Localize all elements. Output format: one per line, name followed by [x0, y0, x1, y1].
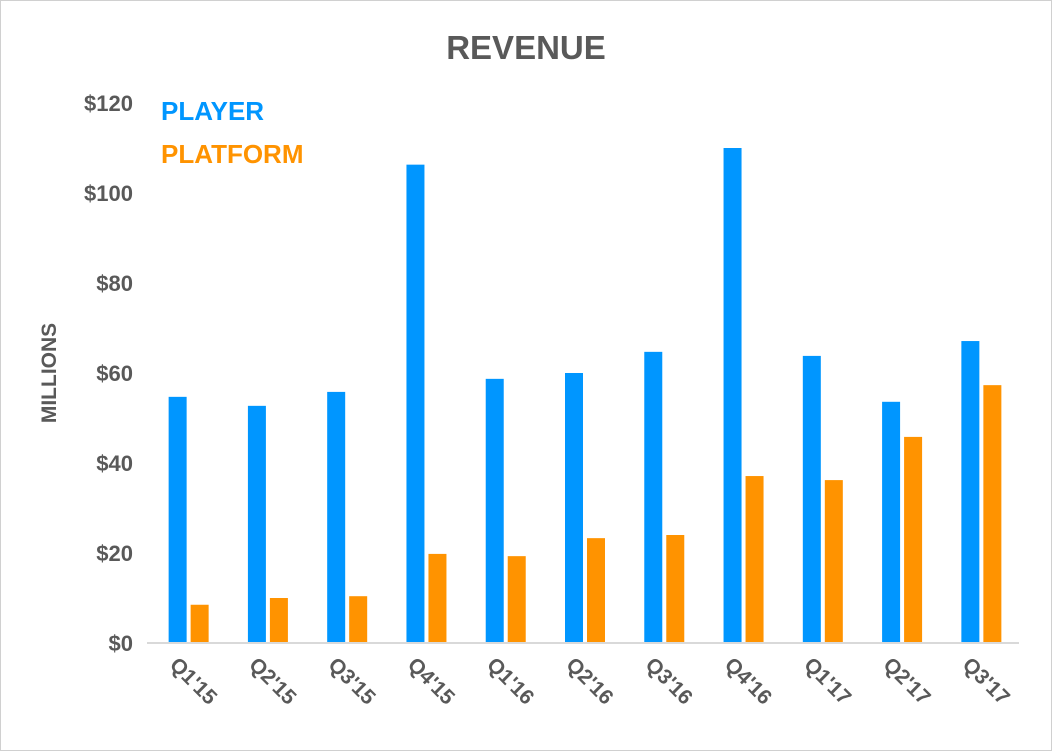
x-tick-label: Q4'15: [403, 653, 459, 709]
bar-player-3: [406, 164, 425, 643]
bar-player-2: [327, 391, 346, 643]
bar-platform-0: [190, 604, 209, 643]
y-tick-label: $120: [84, 91, 133, 116]
bar-platform-8: [824, 480, 843, 643]
x-tick-label: Q1'15: [165, 653, 221, 709]
x-tick-label: Q2'15: [244, 653, 300, 709]
bar-player-7: [723, 148, 742, 643]
x-tick-label: Q3'16: [641, 653, 697, 709]
bar-platform-9: [904, 436, 923, 643]
bar-player-10: [961, 341, 980, 643]
y-tick-label: $40: [96, 451, 133, 476]
y-tick-label: $20: [96, 541, 133, 566]
x-tick-label: Q3'17: [958, 653, 1014, 709]
x-tick-label: Q2'16: [561, 653, 617, 709]
x-tick-label: Q4'16: [720, 653, 776, 709]
bar-player-9: [882, 401, 901, 643]
bar-player-1: [247, 405, 266, 643]
bar-player-8: [802, 355, 821, 643]
bar-player-6: [644, 351, 663, 643]
y-tick-label: $80: [96, 271, 133, 296]
bar-platform-5: [587, 538, 605, 643]
x-tick-label: Q1'17: [799, 653, 855, 709]
legend-player: PLAYER: [161, 96, 264, 126]
legend-platform: PLATFORM: [161, 139, 304, 169]
x-tick-label: Q1'16: [482, 653, 538, 709]
bar-platform-6: [666, 535, 685, 643]
bar-platform-7: [745, 476, 764, 643]
x-tick-label: Q2'17: [879, 653, 935, 709]
y-tick-label: $60: [96, 361, 133, 386]
x-tick-label: Q3'15: [324, 653, 380, 709]
bar-platform-3: [428, 553, 447, 643]
bar-platform-4: [507, 556, 526, 643]
bar-player-4: [485, 378, 504, 643]
y-tick-label: $100: [84, 181, 133, 206]
y-tick-label: $0: [109, 631, 133, 656]
bar-platform-2: [349, 596, 368, 643]
chart-title: REVENUE: [446, 29, 606, 66]
bar-player-5: [565, 373, 583, 643]
bar-platform-10: [983, 385, 1002, 643]
bar-platform-1: [269, 598, 288, 643]
y-axis-label: MILLIONS: [38, 323, 61, 423]
bar-player-0: [168, 396, 187, 643]
